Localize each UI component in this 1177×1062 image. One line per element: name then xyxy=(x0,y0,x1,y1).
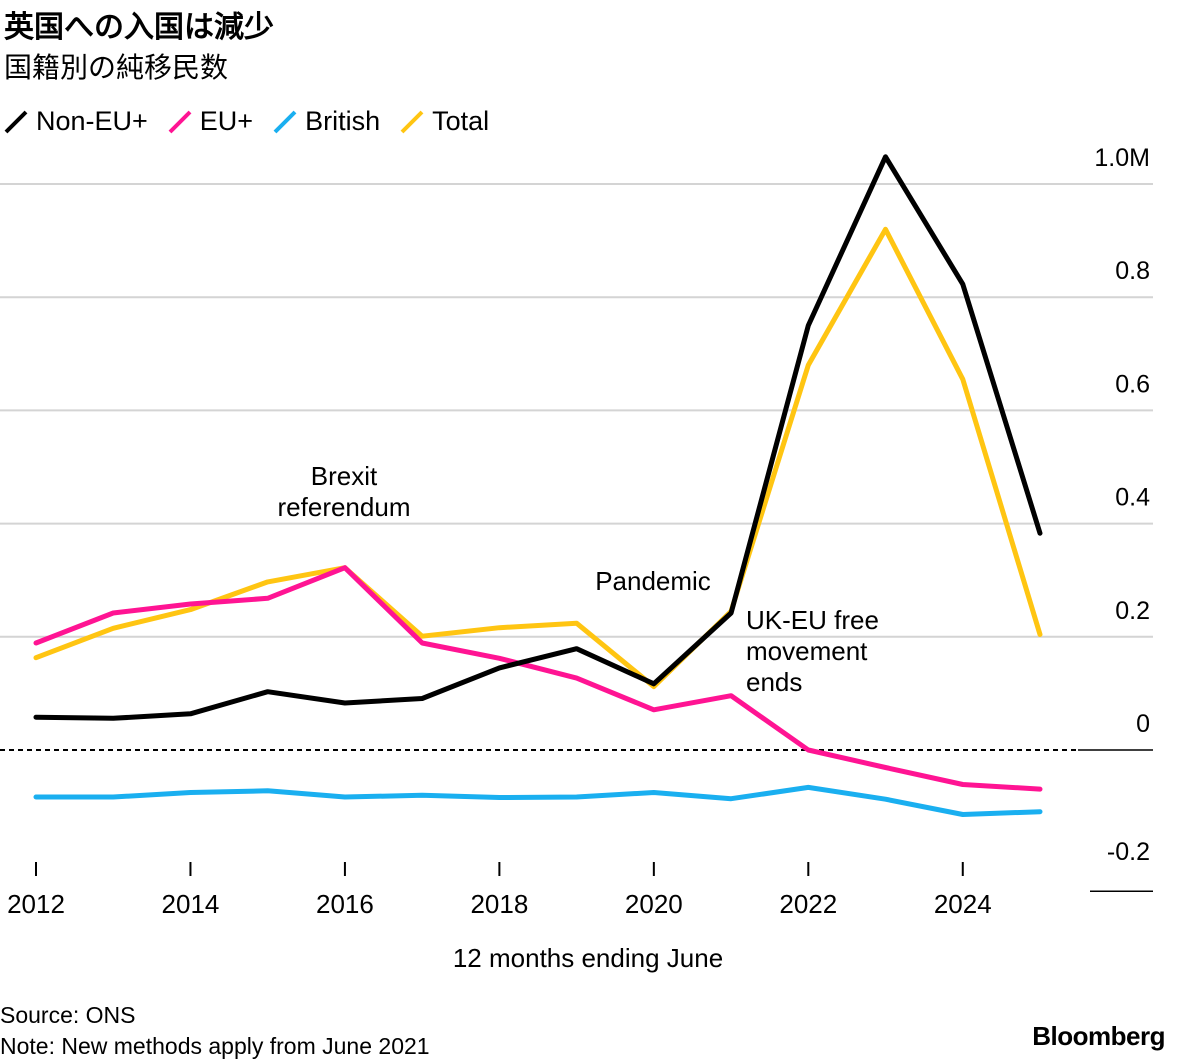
x-tick-label: 2018 xyxy=(470,889,528,919)
x-tick-label: 2022 xyxy=(779,889,837,919)
y-tick-label: 0.2 xyxy=(1115,597,1150,625)
y-tick-label: 0.8 xyxy=(1115,257,1150,285)
series-line-british xyxy=(36,787,1040,814)
annotation-label: UK-EU free xyxy=(746,605,879,635)
x-tick-label: 2024 xyxy=(934,889,992,919)
bloomberg-logo: Bloomberg xyxy=(1032,1021,1165,1052)
series-line-eu xyxy=(36,568,1040,789)
y-tick-label: 0 xyxy=(1136,710,1150,738)
annotation-label: referendum xyxy=(278,492,411,522)
annotation-label: Pandemic xyxy=(595,566,711,596)
y-tick-label: 0.4 xyxy=(1115,484,1150,512)
y-tick-label: 1.0M xyxy=(1094,144,1150,172)
annotation-label: ends xyxy=(746,667,802,697)
x-tick-label: 2016 xyxy=(316,889,374,919)
x-tick-label: 2020 xyxy=(625,889,683,919)
annotation-label: movement xyxy=(746,636,868,666)
note-text: Note: New methods apply from June 2021 xyxy=(0,1031,430,1062)
annotation-label: Brexit xyxy=(311,461,378,491)
x-tick-label: 2014 xyxy=(162,889,220,919)
y-tick-label: -0.2 xyxy=(1107,838,1150,866)
y-tick-label: 0.6 xyxy=(1115,370,1150,398)
x-tick-label: 2012 xyxy=(7,889,65,919)
source-text: Source: ONS xyxy=(0,1000,430,1031)
x-axis-label: 12 months ending June xyxy=(453,943,723,973)
source-note: Source: ONS Note: New methods apply from… xyxy=(0,1000,430,1062)
